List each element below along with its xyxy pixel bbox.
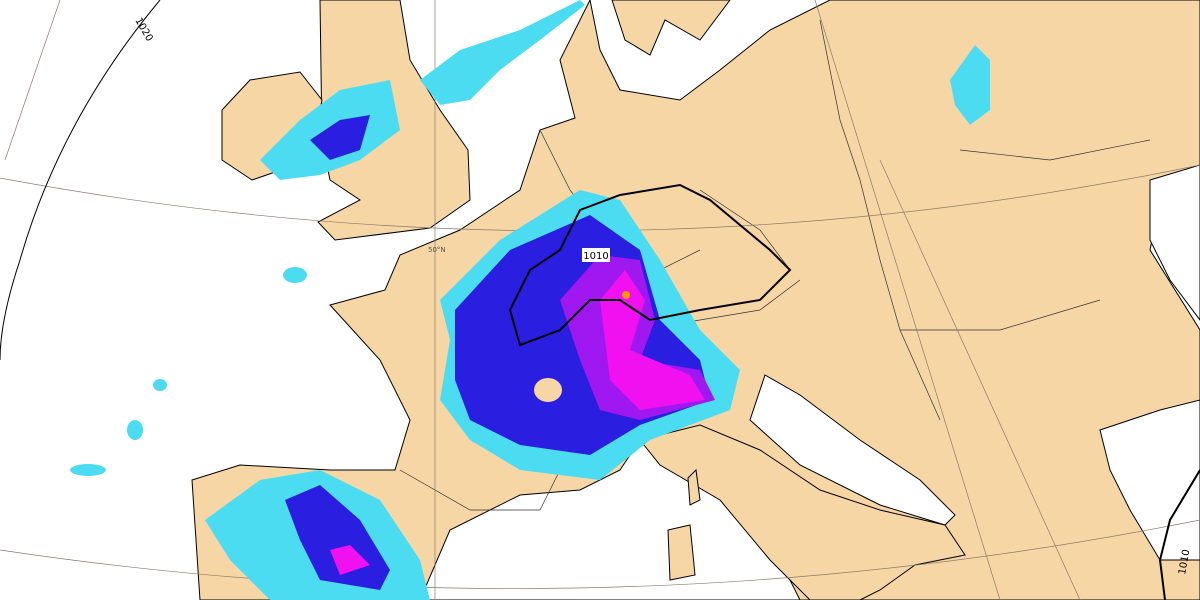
precip-cyan (420, 0, 585, 105)
corsica (687, 468, 701, 506)
isobar-label: 1010 (583, 251, 608, 262)
precip-magenta (330, 545, 370, 575)
isobar-label: 1010 (1177, 549, 1192, 576)
meridian (879, 159, 1081, 600)
precipitation (70, 0, 990, 600)
precip-cyan (283, 267, 307, 283)
latitude-line (0, 519, 1200, 589)
isobar (0, 0, 161, 361)
dry-hole (534, 378, 562, 402)
precip-blue (310, 115, 370, 160)
sardinia (667, 524, 696, 581)
black-sea (1149, 164, 1200, 321)
scandinavia (611, 0, 731, 56)
meridian (814, 0, 1001, 600)
isobar (508, 183, 792, 347)
graticule-label: 50°N (428, 246, 446, 254)
meridian (4, 0, 61, 161)
precip-cyan (950, 45, 990, 125)
aegean (1099, 399, 1200, 561)
continent (191, 0, 1200, 600)
precip-cyan (70, 464, 106, 476)
precip-cyan (127, 420, 143, 440)
adriatic (749, 374, 956, 526)
precip-cyan (153, 379, 167, 391)
isobar (1158, 469, 1200, 600)
precip-orange (622, 291, 630, 299)
isobar-label-box (582, 248, 610, 262)
